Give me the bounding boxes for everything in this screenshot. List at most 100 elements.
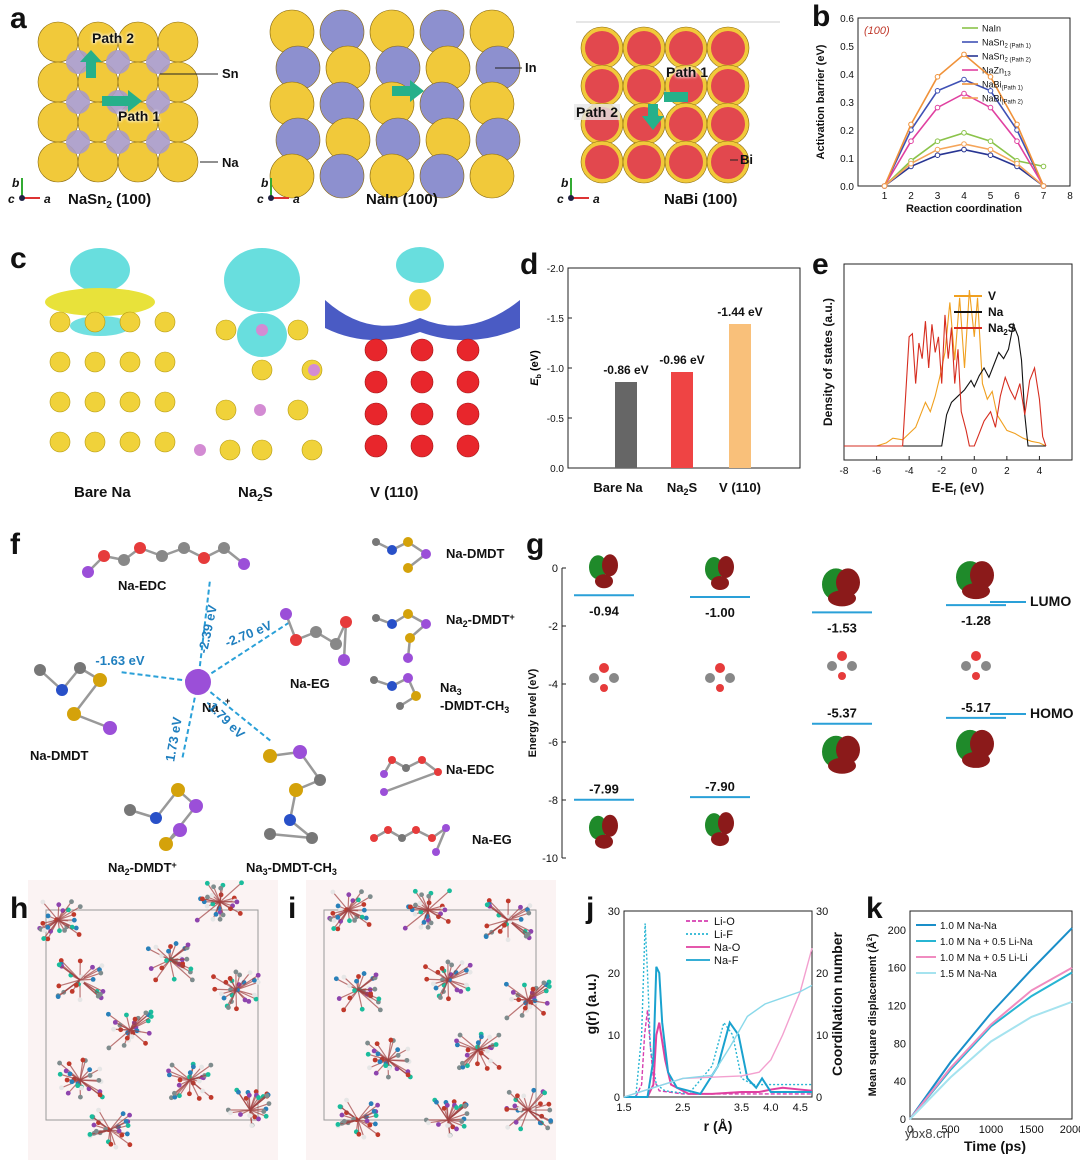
bond — [428, 1119, 449, 1124]
v-atom — [410, 338, 434, 362]
atom — [403, 563, 413, 573]
atom — [434, 768, 442, 776]
x-tick-label: 2 — [1004, 466, 1010, 477]
atom — [531, 1087, 537, 1093]
atom — [442, 824, 450, 832]
data-point — [908, 138, 914, 144]
atom — [371, 1048, 377, 1054]
atom — [217, 916, 223, 922]
bond — [189, 1079, 200, 1099]
atom — [505, 937, 511, 943]
nabi-structure — [580, 26, 750, 184]
data-point — [908, 121, 914, 128]
atom — [64, 1077, 70, 1083]
bond — [357, 1104, 378, 1121]
caption-nain: NaIn (100) — [366, 191, 438, 208]
atom — [45, 936, 51, 942]
atom — [365, 1051, 371, 1057]
atom — [419, 892, 424, 898]
atom — [519, 1012, 525, 1018]
path1-arrow-shaft — [102, 96, 130, 106]
rdf-line — [624, 1010, 812, 1098]
y-tick-label: 80 — [894, 1038, 906, 1050]
mol-label-na2-dmdt: Na2-DMDT+ — [108, 860, 177, 877]
bond — [347, 891, 362, 911]
bond — [357, 989, 380, 1000]
atom — [377, 1007, 383, 1013]
atom — [79, 974, 85, 980]
bond — [368, 1053, 389, 1061]
x-tick-label: -4 — [905, 466, 914, 477]
atom — [204, 903, 210, 909]
atom — [396, 702, 404, 710]
bond — [376, 1043, 389, 1061]
atom — [525, 931, 531, 937]
atom — [418, 924, 424, 930]
atom — [255, 972, 261, 978]
bond — [527, 982, 545, 1001]
atom — [189, 977, 195, 983]
bond — [129, 1012, 147, 1031]
data-point — [961, 146, 967, 153]
atom — [93, 1128, 99, 1134]
v-atom — [364, 434, 388, 458]
atom — [220, 912, 226, 918]
atom — [341, 974, 347, 980]
atom — [387, 1065, 392, 1071]
atom — [330, 910, 336, 916]
atom — [430, 981, 436, 987]
bond — [206, 882, 221, 903]
bond — [477, 1043, 497, 1051]
y-tick-label: -6 — [548, 737, 558, 749]
orbital-lobe-red — [970, 561, 994, 590]
data-point — [934, 138, 941, 144]
atom — [449, 962, 455, 968]
bond — [249, 1109, 267, 1117]
atom — [352, 988, 357, 993]
atom — [56, 983, 62, 989]
atom — [460, 1060, 465, 1066]
atom — [347, 918, 352, 924]
atom — [121, 1042, 127, 1048]
atom — [363, 915, 369, 921]
atom — [372, 986, 378, 992]
atom — [124, 1012, 129, 1018]
atom — [247, 970, 253, 976]
atom — [45, 924, 51, 930]
atom — [67, 1071, 73, 1077]
atom — [176, 1082, 182, 1088]
bond — [189, 1066, 203, 1081]
atom — [403, 537, 413, 547]
atom — [125, 1123, 131, 1128]
bar-value-label: -0.96 eV — [659, 353, 704, 367]
atom — [171, 783, 185, 797]
orbital-lobe-red — [836, 568, 860, 597]
bond — [332, 891, 349, 911]
bond — [357, 973, 365, 991]
x-tick-label: 0 — [907, 1124, 913, 1136]
atom — [93, 673, 107, 687]
atom — [67, 707, 81, 721]
bond — [447, 1107, 458, 1121]
atom — [59, 1085, 64, 1091]
atom — [505, 898, 511, 904]
atom — [383, 1063, 389, 1069]
atom — [599, 663, 609, 673]
bond — [414, 890, 429, 911]
atom — [425, 924, 431, 930]
atom — [387, 619, 397, 629]
homo-value: -5.37 — [827, 706, 857, 721]
data-point — [1014, 160, 1020, 167]
bar-value-label: -0.86 eV — [603, 363, 648, 377]
atom — [521, 1093, 527, 1099]
atom — [200, 896, 205, 902]
na-atom — [119, 351, 141, 373]
bond — [79, 1079, 101, 1096]
atom — [496, 1065, 502, 1070]
atom — [340, 616, 352, 628]
bond — [435, 1101, 449, 1121]
atom — [264, 1093, 270, 1099]
atom — [487, 1034, 492, 1040]
atom — [387, 545, 397, 555]
atom — [177, 1093, 182, 1099]
